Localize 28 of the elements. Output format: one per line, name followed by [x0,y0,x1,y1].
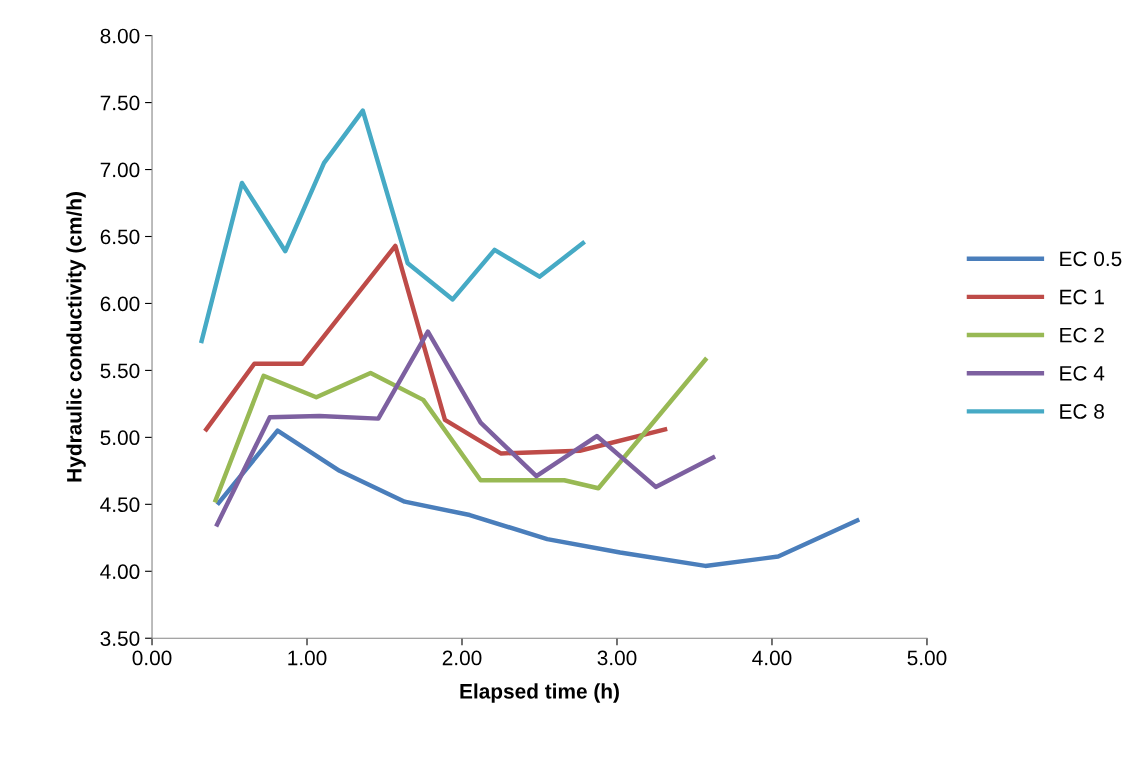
y-tick-label: 3.50 [100,631,140,646]
x-tick-label: 0.00 [132,650,172,666]
x-tick-label: 4.00 [752,650,792,666]
y-tick-label: 7.50 [100,95,140,111]
y-tick-label: 4.50 [100,497,140,513]
line-series [199,108,586,344]
legend-label: EC 2 [1060,327,1104,343]
y-tick-label: 6.50 [100,229,140,245]
x-tick-label: 1.00 [288,650,327,666]
x-axis-title: Elapsed time (h) [460,683,619,703]
y-tick-label: 4.00 [100,564,140,580]
legend-label: EC 0.5 [1060,251,1122,267]
y-tick-label: 6.00 [100,296,140,312]
y-tick-label: 5.00 [100,430,140,446]
line-series [216,428,860,569]
legend-label: EC 4 [1060,365,1105,381]
legend-label: EC 8 [1060,404,1104,419]
y-tick-label: 7.00 [100,162,140,178]
legend-label: EC 1 [1060,289,1104,305]
x-tick-label: 2.00 [442,650,482,666]
x-tick-label: 5.00 [907,650,947,666]
y-axis-title: Hydraulic conductivity (cm/h) [66,192,86,482]
line-series [214,329,716,527]
x-tick-label: 3.00 [597,650,637,666]
line-series [204,243,668,456]
y-tick-label: 5.50 [100,363,140,379]
line-series [213,357,708,503]
y-tick-label: 8.00 [100,28,140,44]
